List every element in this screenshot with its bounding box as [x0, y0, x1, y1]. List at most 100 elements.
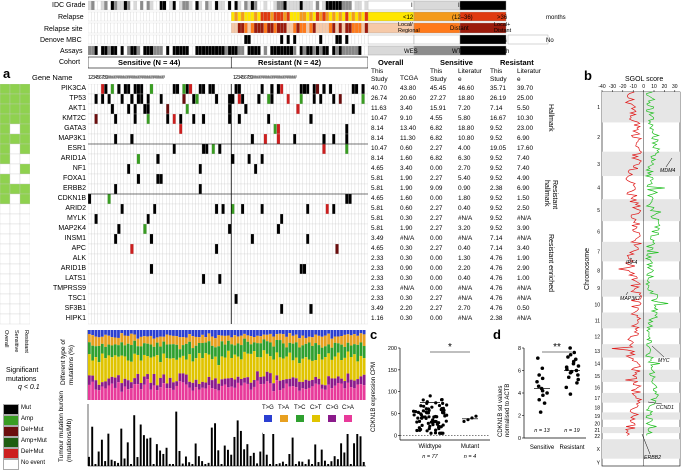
- spectrum-legend-label: C>G: [326, 405, 339, 411]
- onco-cell: [244, 283, 248, 295]
- onco-cell: [263, 223, 268, 235]
- onco-cell: [88, 303, 92, 315]
- assay-cell: [166, 45, 170, 56]
- relapse-cell: [351, 11, 356, 22]
- onco-cell: [136, 243, 141, 255]
- spec-bar-segment: [252, 386, 256, 400]
- spec-bar-segment: [230, 344, 233, 358]
- onco-cell: [224, 233, 229, 245]
- assay-cell: [286, 45, 290, 56]
- onco-cell: [289, 103, 294, 115]
- relapse-site-cell: [332, 22, 336, 34]
- onco-cell: [266, 133, 271, 145]
- spec-bar-segment: [178, 381, 182, 400]
- onco-cell: [309, 263, 313, 275]
- onco-cell: [205, 123, 209, 135]
- onco-cell: [149, 153, 154, 165]
- onco-cell: [358, 303, 362, 315]
- onco-cell: [182, 163, 186, 175]
- d-point-sensitive: [542, 401, 547, 405]
- onco-cell: [146, 173, 150, 185]
- onco-cell: [306, 123, 310, 135]
- gene-label: ALK: [72, 255, 86, 262]
- grade-cell: [234, 0, 238, 11]
- onco-cell: [325, 173, 330, 185]
- legend-site-distant: Distant: [450, 26, 469, 32]
- onco-cell: [260, 253, 264, 265]
- relapse-site-cell: [179, 22, 183, 34]
- onco-cell: [149, 283, 154, 295]
- denovo-cell: [149, 34, 154, 45]
- onco-cell: [315, 293, 320, 305]
- grade-cell: [107, 0, 111, 11]
- onco-cell: [120, 203, 124, 215]
- onco-cell: [296, 313, 300, 325]
- spec-bar-segment: [175, 330, 179, 337]
- onco-cell: [328, 213, 333, 225]
- onco-cell: [244, 313, 248, 325]
- sig-cell: [0, 203, 11, 215]
- onco-cell: [100, 303, 105, 315]
- assay-cell: [218, 45, 222, 56]
- header-label-relapse-site: Relapse site: [44, 26, 83, 33]
- onco-cell: [319, 193, 323, 205]
- onco-cell: [120, 113, 124, 125]
- b-chrom-band: [602, 344, 680, 358]
- onco-cell: [279, 243, 284, 255]
- onco-cell: [328, 193, 333, 205]
- spec-bar-segment: [327, 353, 330, 377]
- spec-bar-segment: [291, 360, 295, 378]
- assay-cell: [231, 45, 235, 56]
- onco-cell: [221, 243, 225, 255]
- relapse-cell: [283, 11, 287, 22]
- c-point-wildtype: [426, 407, 431, 411]
- onco-cell: [192, 283, 196, 295]
- assay-cell: [149, 45, 154, 56]
- spec-bar-segment: [278, 330, 282, 334]
- onco-cell: [266, 263, 271, 275]
- onco-cell: [364, 163, 368, 175]
- onco-cell: [364, 93, 368, 105]
- onco-cell: [152, 163, 157, 175]
- spec-bar-segment: [110, 383, 114, 400]
- onco-cell: [146, 223, 150, 235]
- onco-cell: [257, 203, 261, 215]
- onco-cell: [231, 183, 235, 195]
- onco-cell: [172, 243, 177, 255]
- onco-cell: [172, 143, 177, 155]
- denovo-cell: [253, 34, 258, 45]
- spec-bar-segment: [349, 335, 353, 346]
- grade-cell: [273, 0, 277, 11]
- onco-cell: [354, 133, 359, 145]
- onco-cell: [126, 263, 131, 275]
- spec-bar-segment: [110, 345, 114, 358]
- gene-stat-value: 5.81: [371, 225, 384, 232]
- onco-cell: [113, 203, 118, 215]
- onco-cell: [250, 153, 255, 165]
- onco-cell: [315, 163, 320, 175]
- onco-cell: [179, 263, 183, 275]
- spec-bar-segment: [197, 353, 201, 385]
- spec-bar-segment: [142, 376, 146, 385]
- onco-cell: [276, 243, 281, 255]
- spec-bar-segment: [311, 360, 314, 380]
- onco-cell: [107, 143, 111, 155]
- relapse-cell: [306, 11, 310, 22]
- gene-stat-value: 9.52: [490, 175, 503, 182]
- onco-cell: [104, 313, 108, 325]
- onco-cell: [110, 133, 115, 145]
- onco-cell: [208, 223, 212, 235]
- gene-stat-value: 4.65: [371, 195, 384, 202]
- spec-bar-segment: [340, 330, 343, 337]
- tmb-bar: [110, 459, 113, 466]
- c-point-wildtype: [422, 404, 426, 408]
- onco-cell: [289, 193, 294, 205]
- relapse-cell: [253, 11, 258, 22]
- gene-label: MYLK: [66, 215, 86, 222]
- onco-cell: [198, 133, 203, 145]
- spec-bar-segment: [159, 362, 162, 378]
- legend-swatch: [368, 34, 415, 45]
- relapse-cell: [328, 11, 333, 22]
- onco-cell: [289, 223, 294, 235]
- relapse-cell: [149, 11, 154, 22]
